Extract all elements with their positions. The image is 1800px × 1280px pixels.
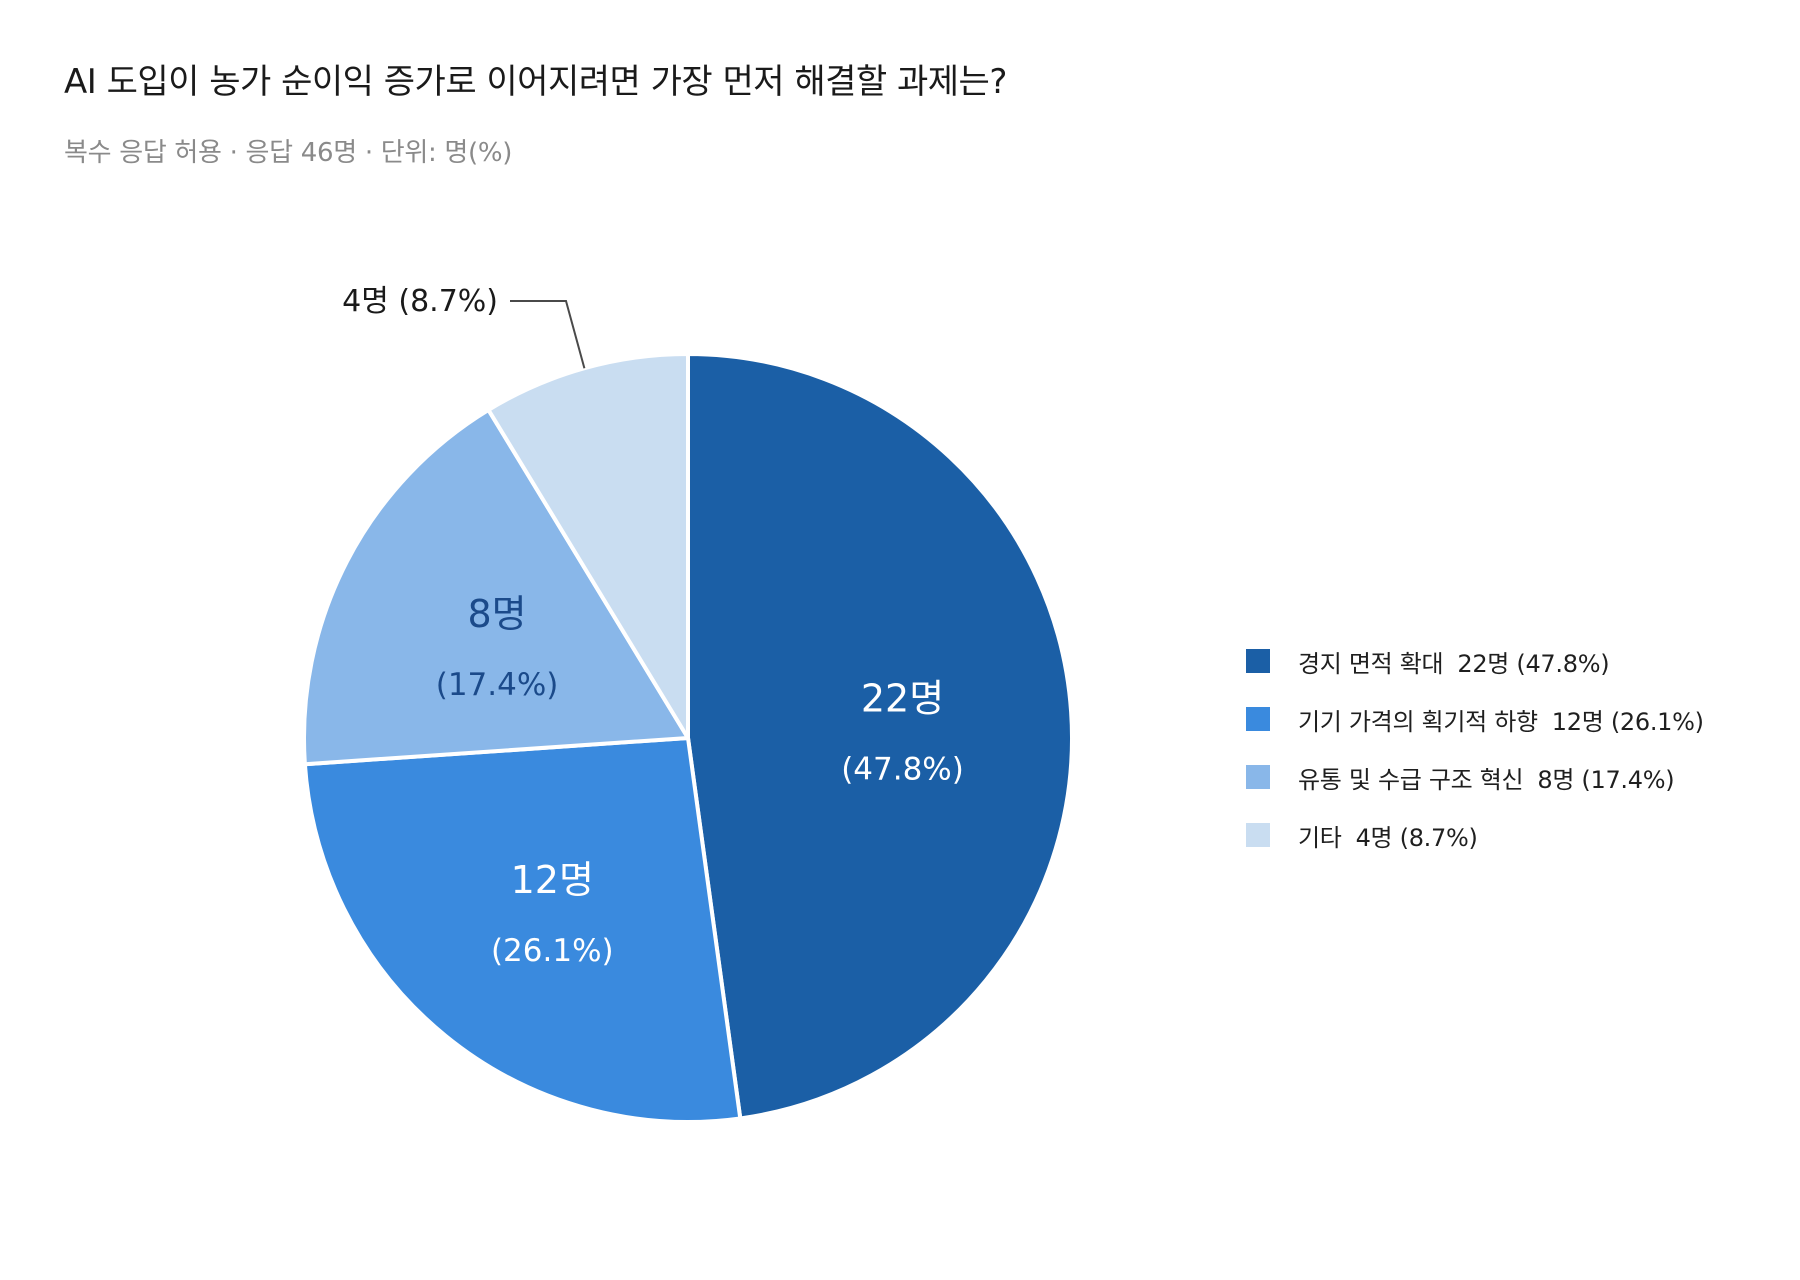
legend-label: 기기 가격의 획기적 하향 — [1298, 707, 1538, 736]
legend-item: 유통 및 수급 구조 혁신 8명 (17.4%) — [1246, 748, 1704, 806]
slice-1-count-label: 22명 — [861, 676, 944, 720]
legend-swatch — [1246, 765, 1270, 789]
chart-legend: 경지 면적 확대 22명 (47.8%) 기기 가격의 획기적 하향 12명 (26.… — [1246, 632, 1704, 864]
legend-swatch — [1246, 823, 1270, 847]
legend-swatch — [1246, 707, 1270, 731]
legend-item: 경지 면적 확대 22명 (47.8%) — [1246, 632, 1704, 690]
legend-label: 유통 및 수급 구조 혁신 — [1298, 765, 1524, 794]
slice-1-percent-label: (47.8%) — [841, 751, 964, 787]
legend-swatch — [1246, 649, 1270, 673]
chart-title: AI 도입이 농가 순이익 증가로 이어지려면 가장 먼저 해결할 과제는? — [64, 62, 1007, 102]
pie-slice-2 — [302, 736, 743, 1124]
pie-slice-1 — [686, 352, 1074, 1121]
legend-label: 경지 면적 확대 — [1298, 649, 1444, 678]
legend-label: 기타 — [1298, 823, 1342, 852]
legend-value: 22명 (47.8%) — [1457, 649, 1610, 678]
legend-value: 4명 (8.7%) — [1355, 823, 1478, 852]
pie-slice-4 — [486, 352, 690, 740]
slice-2-percent-label: (26.1%) — [491, 933, 614, 969]
slice-3-percent-label: (17.4%) — [436, 667, 559, 703]
chart-subtitle: 복수 응답 허용 · 응답 46명 · 단위: 명(%) — [64, 138, 513, 168]
slice-4-leader-line — [510, 300, 586, 369]
slice-2-count-label: 12명 — [511, 858, 594, 902]
legend-item: 기기 가격의 획기적 하향 12명 (26.1%) — [1246, 690, 1704, 748]
legend-value: 8명 (17.4%) — [1537, 765, 1675, 794]
slice-3-count-label: 8명 — [467, 592, 526, 636]
legend-item: 기타 4명 (8.7%) — [1246, 806, 1704, 864]
pie-slice-3 — [302, 407, 690, 767]
slice-4-callout-label: 4명 (8.7%) — [342, 284, 498, 319]
legend-value: 12명 (26.1%) — [1551, 707, 1704, 736]
